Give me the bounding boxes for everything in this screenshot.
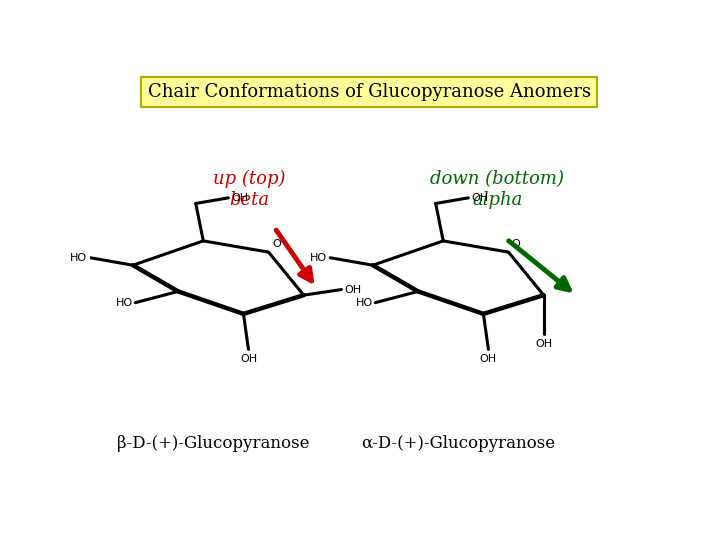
- Text: β-D-(+)-Glucopyranose: β-D-(+)-Glucopyranose: [117, 435, 309, 451]
- Text: OH: OH: [471, 193, 488, 203]
- Text: HO: HO: [71, 253, 88, 263]
- Text: down (bottom)
alpha: down (bottom) alpha: [431, 170, 564, 209]
- Text: OH: OH: [240, 354, 257, 364]
- Text: OH: OH: [231, 193, 248, 203]
- Text: α-D-(+)-Glucopyranose: α-D-(+)-Glucopyranose: [361, 435, 555, 451]
- Text: up (top)
beta: up (top) beta: [213, 170, 285, 209]
- Text: HO: HO: [310, 253, 328, 263]
- Text: OH: OH: [344, 285, 361, 294]
- Text: OH: OH: [535, 340, 552, 349]
- Text: O: O: [512, 239, 521, 249]
- Text: HO: HO: [116, 298, 132, 308]
- Text: Chair Conformations of Glucopyranose Anomers: Chair Conformations of Glucopyranose Ano…: [148, 83, 590, 101]
- Text: HO: HO: [356, 298, 373, 308]
- Text: O: O: [272, 239, 281, 249]
- Text: OH: OH: [480, 354, 497, 364]
